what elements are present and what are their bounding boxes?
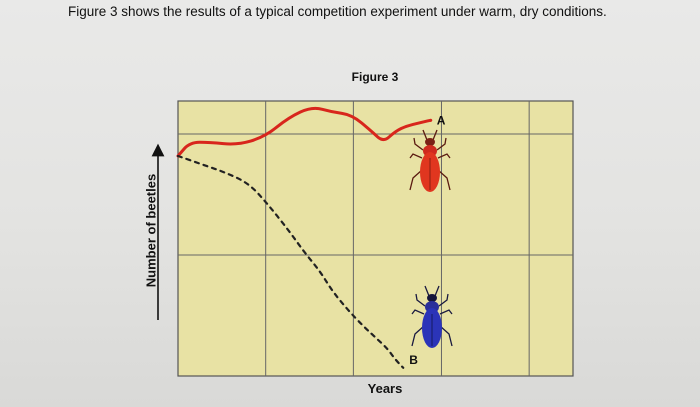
x-axis-label: Years (367, 381, 403, 396)
red-beetle-icon (409, 129, 451, 192)
series-layer: AB (176, 106, 446, 369)
series-label-a: A (437, 113, 446, 127)
chart-title: Figure 3 (351, 70, 399, 84)
series-line-a (176, 106, 433, 158)
blue-beetle-icon (411, 285, 453, 348)
series-label-b: B (409, 353, 418, 367)
intro-text: Figure 3 shows the results of a typical … (68, 4, 607, 19)
plot-background (177, 100, 574, 377)
series-line-b (176, 154, 405, 369)
